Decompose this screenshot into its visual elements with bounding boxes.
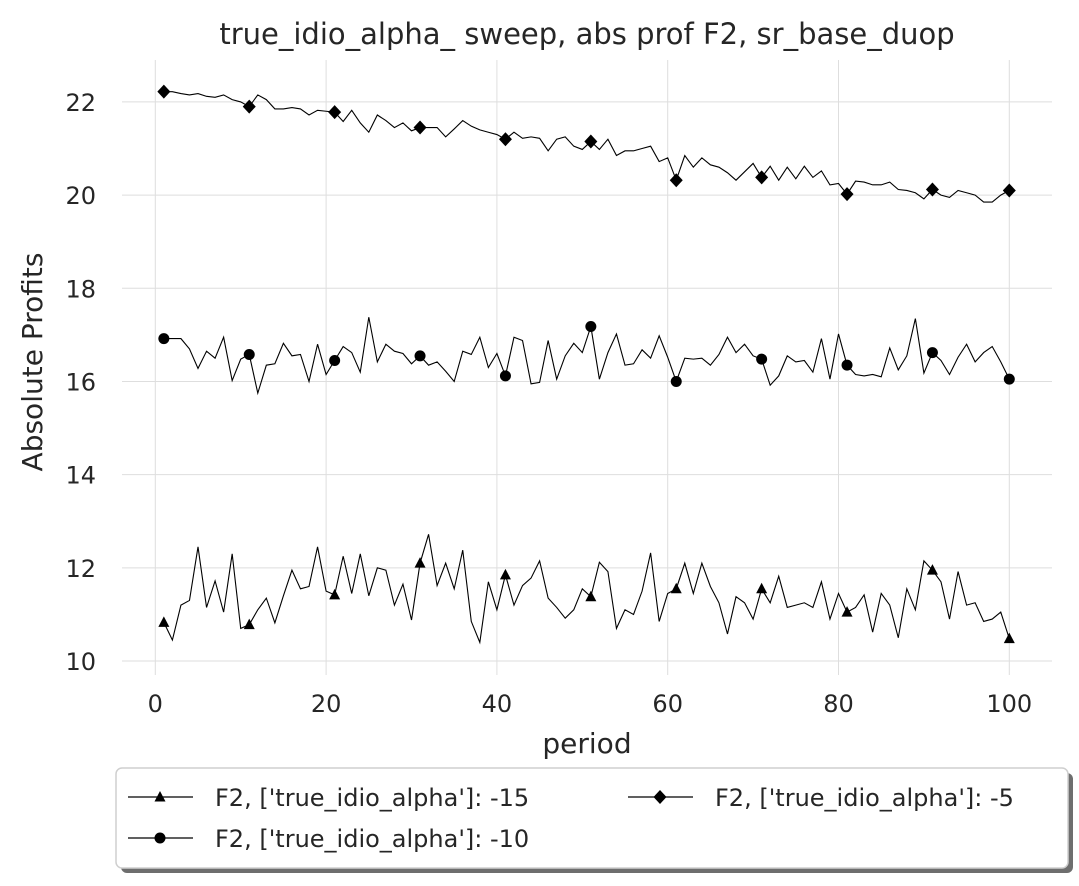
legend-marker	[154, 791, 166, 802]
data-point-marker	[841, 359, 853, 371]
y-tick-label: 22	[65, 89, 96, 117]
data-point-marker	[756, 353, 768, 365]
data-point-marker	[1003, 632, 1015, 644]
legend-marker	[154, 832, 166, 844]
y-axis-label: Absolute Profits	[16, 253, 49, 472]
data-point-marker	[585, 590, 597, 602]
series-1	[158, 534, 1015, 645]
data-point-marker	[243, 348, 255, 360]
y-tick-label: 16	[65, 368, 96, 396]
y-tick-label: 20	[65, 182, 96, 210]
series-line	[163, 534, 1010, 645]
x-axis-label: period	[542, 727, 631, 760]
legend: F2, ['true_idio_alpha']: -15 F2, ['true_i…	[115, 767, 1073, 873]
legend-label: F2, ['true_idio_alpha']: -15	[215, 784, 529, 812]
grid	[122, 60, 1052, 675]
data-point-marker	[329, 588, 341, 600]
legend-marker	[653, 790, 667, 804]
series-layer	[157, 84, 1016, 645]
y-tick-label: 18	[65, 275, 96, 303]
x-tick-label: 80	[823, 690, 854, 718]
data-point-marker	[584, 134, 598, 149]
data-point-marker	[925, 182, 939, 197]
legend-label: F2, ['true_idio_alpha']: -5	[715, 784, 1014, 812]
y-tick-label: 12	[65, 555, 96, 583]
legend-label: F2, ['true_idio_alpha']: -10	[215, 825, 529, 853]
data-point-marker	[158, 333, 170, 345]
data-point-marker	[841, 606, 853, 617]
data-point-marker	[243, 618, 255, 630]
data-point-marker	[585, 321, 597, 332]
legend-box	[115, 767, 1069, 869]
data-point-marker	[926, 347, 938, 359]
data-point-marker	[328, 105, 342, 120]
data-point-marker	[669, 173, 683, 188]
data-point-marker	[926, 564, 938, 575]
data-point-marker	[414, 350, 426, 362]
x-tick-label: 100	[986, 690, 1032, 718]
series-3	[157, 84, 1016, 203]
data-point-marker	[329, 355, 341, 367]
data-point-marker	[756, 582, 768, 594]
data-point-marker	[158, 616, 170, 627]
data-point-marker	[242, 99, 256, 114]
data-point-marker	[1002, 183, 1016, 198]
x-tick-label: 20	[311, 690, 342, 718]
chart-title: true_idio_alpha_ sweep, abs prof F2, sr_…	[219, 17, 954, 51]
y-tick-label: 14	[65, 462, 96, 490]
data-point-marker	[670, 582, 682, 594]
legend-item: F2, ['true_idio_alpha']: -5	[628, 784, 1014, 812]
series-line	[163, 91, 1010, 203]
data-point-marker	[414, 557, 426, 568]
x-tick-label: 40	[482, 690, 513, 718]
data-point-marker	[499, 370, 511, 382]
x-tick-label: 0	[148, 690, 163, 718]
data-point-marker	[413, 120, 427, 135]
y-tick-label: 10	[65, 648, 96, 676]
data-point-marker	[670, 375, 682, 387]
axis-ticks: 0 20 40 60 80 100 10 12 14 16 18 20 22	[65, 89, 1032, 718]
legend-item: F2, ['true_idio_alpha']: -15	[128, 784, 529, 812]
x-tick-label: 60	[652, 690, 683, 718]
data-point-marker	[840, 187, 854, 202]
series-line	[163, 317, 1010, 396]
data-point-marker	[499, 568, 511, 580]
data-point-marker	[498, 132, 512, 147]
data-point-marker	[157, 84, 171, 99]
data-point-marker	[1003, 373, 1015, 385]
series-2	[158, 317, 1015, 396]
legend-item: F2, ['true_idio_alpha']: -10	[128, 825, 529, 853]
data-point-marker	[755, 170, 769, 185]
